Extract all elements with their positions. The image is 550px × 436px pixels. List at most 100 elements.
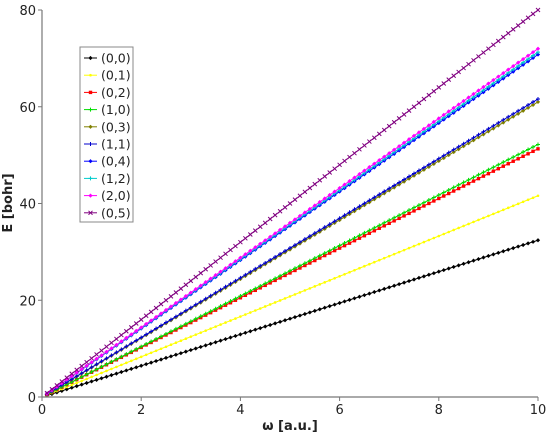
data-point xyxy=(431,271,436,276)
data-point xyxy=(239,315,242,318)
data-point xyxy=(386,123,392,129)
data-point xyxy=(496,123,501,128)
data-point xyxy=(371,135,377,141)
data-point xyxy=(487,214,490,218)
data-point xyxy=(531,149,535,154)
data-point xyxy=(486,81,491,86)
legend-items: (0,0) (0,1) (0,2) (1,0) (0,3) (1,1) (0,4) (1,2)… xyxy=(84,51,131,220)
data-point xyxy=(332,219,337,224)
data-point xyxy=(505,30,511,36)
data-point xyxy=(486,129,491,134)
data-point xyxy=(129,341,134,346)
data-point xyxy=(208,309,213,314)
data-point xyxy=(114,336,119,342)
data-point xyxy=(372,229,377,233)
data-point xyxy=(183,282,189,288)
data-point xyxy=(129,349,134,354)
data-point xyxy=(387,254,391,258)
data-point xyxy=(402,177,407,182)
data-point xyxy=(193,346,198,351)
data-point xyxy=(193,302,198,307)
data-point xyxy=(89,360,94,365)
series-line xyxy=(46,9,539,394)
data-point xyxy=(208,341,213,346)
data-point xyxy=(283,271,288,276)
data-point xyxy=(373,260,376,264)
data-point xyxy=(243,235,248,241)
data-point xyxy=(416,100,422,106)
data-point xyxy=(139,325,144,330)
data-point xyxy=(367,228,372,233)
data-point xyxy=(283,273,287,278)
data-point xyxy=(535,46,541,51)
data-point xyxy=(94,356,99,361)
data-point xyxy=(144,332,149,337)
legend-swatch-marker xyxy=(88,55,93,61)
data-point xyxy=(342,241,347,246)
data-point xyxy=(277,227,283,232)
data-point xyxy=(143,313,149,319)
data-point xyxy=(421,200,426,205)
data-point xyxy=(426,272,431,277)
data-point xyxy=(99,359,104,364)
data-point xyxy=(69,371,75,377)
data-point xyxy=(437,196,441,201)
data-point xyxy=(436,116,441,121)
data-point xyxy=(436,193,441,198)
data-point xyxy=(387,218,392,223)
data-point xyxy=(382,224,386,228)
data-point xyxy=(376,131,382,137)
series-(0,0) xyxy=(44,238,541,398)
data-point xyxy=(530,239,536,244)
data-point xyxy=(367,139,372,144)
data-point xyxy=(416,168,421,173)
data-point xyxy=(496,250,501,255)
data-point xyxy=(253,327,258,332)
data-point xyxy=(109,353,114,358)
data-point xyxy=(347,238,352,243)
data-point xyxy=(193,274,199,280)
data-point xyxy=(174,341,178,345)
legend-item: (0,0) xyxy=(84,51,131,66)
data-point xyxy=(367,291,372,296)
data-point xyxy=(397,250,401,254)
data-point xyxy=(203,343,208,348)
data-point xyxy=(535,238,541,243)
data-point xyxy=(432,236,436,240)
data-point xyxy=(446,152,451,158)
data-point xyxy=(337,216,342,221)
data-point xyxy=(233,243,238,249)
data-point xyxy=(536,142,540,147)
data-point xyxy=(471,135,476,140)
data-point xyxy=(213,290,218,295)
data-point xyxy=(466,177,471,182)
data-point xyxy=(382,286,387,291)
data-point xyxy=(288,246,292,251)
data-point xyxy=(327,192,332,198)
data-point xyxy=(282,224,288,229)
data-point xyxy=(224,321,227,324)
data-point xyxy=(223,251,228,257)
data-point xyxy=(49,388,55,393)
data-point xyxy=(94,377,99,382)
data-point xyxy=(511,155,516,160)
data-point xyxy=(109,346,114,351)
data-point xyxy=(149,339,154,344)
data-point xyxy=(456,147,461,152)
data-point xyxy=(263,324,268,329)
data-point xyxy=(258,307,262,310)
data-point xyxy=(412,209,416,213)
data-point xyxy=(99,353,104,358)
data-point xyxy=(530,55,536,61)
data-point xyxy=(85,377,88,381)
data-point xyxy=(531,99,536,104)
data-point xyxy=(302,311,307,317)
data-point xyxy=(59,379,65,384)
data-point xyxy=(511,114,516,119)
data-point xyxy=(123,328,129,334)
data-point xyxy=(178,324,183,329)
data-point xyxy=(184,337,188,340)
data-point xyxy=(183,308,188,313)
data-point xyxy=(476,135,481,140)
data-point xyxy=(159,334,164,339)
